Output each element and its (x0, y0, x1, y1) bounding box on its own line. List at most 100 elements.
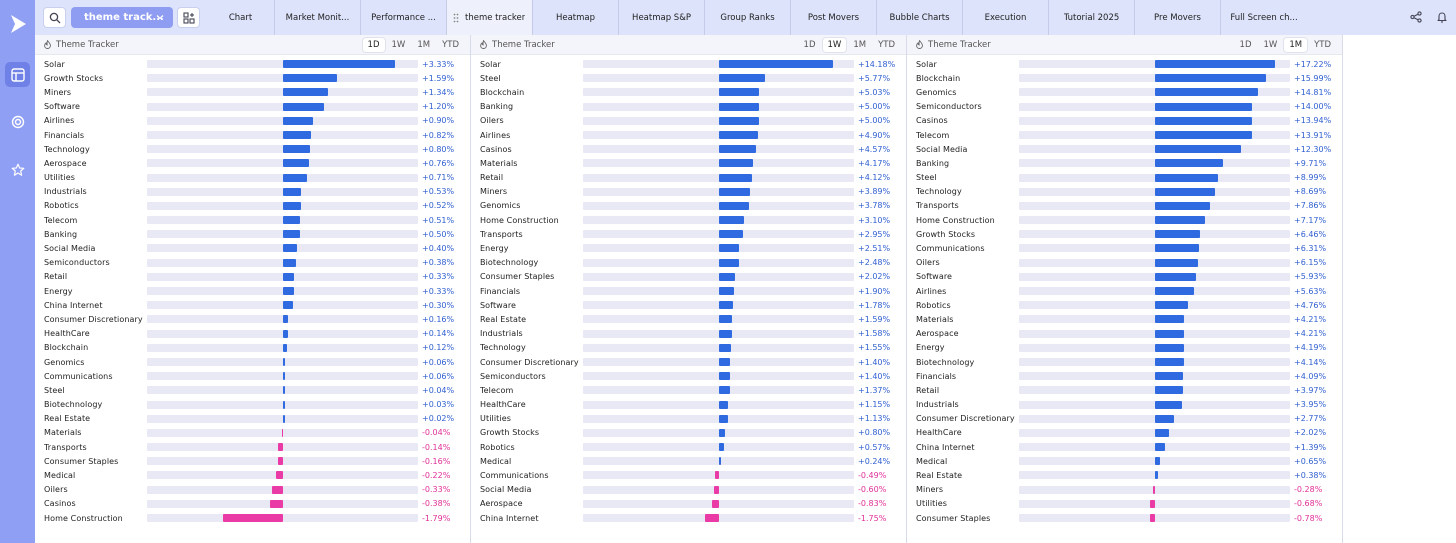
theme-row[interactable]: Social Media +12.30% (907, 142, 1342, 156)
period-1w-button[interactable]: 1W (822, 38, 847, 52)
theme-row[interactable]: Consumer Discretionary +1.40% (471, 355, 906, 369)
tab-post-movers[interactable]: Post Movers (791, 0, 877, 35)
search-button[interactable] (43, 7, 66, 28)
tab-execution[interactable]: Execution (963, 0, 1049, 35)
theme-row[interactable]: Telecom +1.37% (471, 383, 906, 397)
period-1m-button[interactable]: 1M (1284, 38, 1308, 52)
tab-tutorial-2025[interactable]: Tutorial 2025 (1049, 0, 1135, 35)
theme-row[interactable]: Communications +6.31% (907, 241, 1342, 255)
theme-row[interactable]: Miners -0.28% (907, 483, 1342, 497)
theme-row[interactable]: Genomics +3.78% (471, 199, 906, 213)
notifications-button[interactable] (1434, 9, 1450, 25)
theme-row[interactable]: Genomics +14.81% (907, 85, 1342, 99)
theme-row[interactable]: Software +1.20% (35, 100, 470, 114)
theme-row[interactable]: Biotechnology +2.48% (471, 256, 906, 270)
theme-row[interactable]: HealthCare +2.02% (907, 426, 1342, 440)
theme-row[interactable]: Materials +4.17% (471, 156, 906, 170)
tab-theme-tracker[interactable]: theme tracker (447, 0, 533, 35)
add-widget-button[interactable] (177, 7, 200, 28)
theme-row[interactable]: Airlines +0.90% (35, 114, 470, 128)
theme-row[interactable]: Home Construction +3.10% (471, 213, 906, 227)
theme-row[interactable]: Casinos +13.94% (907, 114, 1342, 128)
theme-row[interactable]: Robotics +4.76% (907, 298, 1342, 312)
period-1w-button[interactable]: 1W (1263, 40, 1278, 50)
theme-row[interactable]: Software +5.93% (907, 270, 1342, 284)
theme-row[interactable]: Energy +2.51% (471, 241, 906, 255)
theme-row[interactable]: Retail +4.12% (471, 171, 906, 185)
tab-performance[interactable]: Performance ... (361, 0, 447, 35)
tab-chart[interactable]: Chart (207, 0, 275, 35)
theme-row[interactable]: Medical +0.24% (471, 454, 906, 468)
theme-row[interactable]: Oilers +5.00% (471, 114, 906, 128)
theme-row[interactable]: Miners +1.34% (35, 85, 470, 99)
period-ytd-button[interactable]: YTD (442, 40, 459, 50)
theme-row[interactable]: Telecom +13.91% (907, 128, 1342, 142)
period-1d-button[interactable]: 1D (803, 40, 816, 50)
theme-row[interactable]: Technology +1.55% (471, 341, 906, 355)
theme-row[interactable]: Casinos +4.57% (471, 142, 906, 156)
theme-row[interactable]: Consumer Staples +2.02% (471, 270, 906, 284)
theme-row[interactable]: Aerospace +0.76% (35, 156, 470, 170)
theme-row[interactable]: Aerospace +4.21% (907, 327, 1342, 341)
theme-row[interactable]: Semiconductors +14.00% (907, 100, 1342, 114)
tab-full-screen-chart[interactable]: Full Screen ch... (1230, 12, 1298, 23)
period-1w-button[interactable]: 1W (391, 40, 406, 50)
sidebar-layout-button[interactable] (5, 62, 30, 87)
theme-row[interactable]: Financials +1.90% (471, 284, 906, 298)
tab-group-ranks[interactable]: Group Ranks (705, 0, 791, 35)
theme-row[interactable]: Banking +0.50% (35, 227, 470, 241)
sidebar-star-button[interactable] (5, 157, 30, 182)
theme-row[interactable]: Utilities +1.13% (471, 412, 906, 426)
theme-row[interactable]: Real Estate +0.38% (907, 468, 1342, 482)
theme-row[interactable]: Steel +0.04% (35, 383, 470, 397)
theme-row[interactable]: Blockchain +15.99% (907, 71, 1342, 85)
theme-row[interactable]: Growth Stocks +6.46% (907, 227, 1342, 241)
theme-row[interactable]: Oilers -0.33% (35, 483, 470, 497)
theme-row[interactable]: Home Construction -1.79% (35, 511, 470, 525)
theme-row[interactable]: HealthCare +0.14% (35, 327, 470, 341)
theme-row[interactable]: Software +1.78% (471, 298, 906, 312)
theme-row[interactable]: Genomics +0.06% (35, 355, 470, 369)
theme-row[interactable]: Airlines +5.63% (907, 284, 1342, 298)
theme-row[interactable]: Banking +9.71% (907, 156, 1342, 170)
theme-row[interactable]: Technology +0.80% (35, 142, 470, 156)
theme-row[interactable]: Solar +17.22% (907, 57, 1342, 71)
theme-row[interactable]: Social Media +0.40% (35, 241, 470, 255)
tab-pre-movers[interactable]: Pre Movers (1135, 0, 1221, 35)
theme-row[interactable]: Energy +0.33% (35, 284, 470, 298)
theme-row[interactable]: Industrials +3.95% (907, 398, 1342, 412)
theme-row[interactable]: Materials +4.21% (907, 312, 1342, 326)
theme-row[interactable]: Biotechnology +0.03% (35, 398, 470, 412)
layout-selector[interactable]: theme track... (71, 7, 173, 28)
theme-row[interactable]: Industrials +0.53% (35, 185, 470, 199)
theme-row[interactable]: Telecom +0.51% (35, 213, 470, 227)
tab-heatmap[interactable]: Heatmap (533, 0, 619, 35)
theme-row[interactable]: China Internet -1.75% (471, 511, 906, 525)
theme-row[interactable]: Medical -0.22% (35, 468, 470, 482)
theme-row[interactable]: Solar +14.18% (471, 57, 906, 71)
theme-row[interactable]: Consumer Discretionary +2.77% (907, 412, 1342, 426)
theme-row[interactable]: Robotics +0.57% (471, 440, 906, 454)
theme-row[interactable]: Transports +7.86% (907, 199, 1342, 213)
tab-bubble-charts[interactable]: Bubble Charts (877, 0, 963, 35)
share-button[interactable] (1408, 9, 1424, 25)
theme-row[interactable]: Materials -0.04% (35, 426, 470, 440)
theme-row[interactable]: Casinos -0.38% (35, 497, 470, 511)
theme-row[interactable]: Medical +0.65% (907, 454, 1342, 468)
theme-row[interactable]: Consumer Staples -0.78% (907, 511, 1342, 525)
theme-row[interactable]: Technology +8.69% (907, 185, 1342, 199)
theme-row[interactable]: Oilers +6.15% (907, 256, 1342, 270)
period-1m-button[interactable]: 1M (417, 40, 431, 50)
theme-row[interactable]: Biotechnology +4.14% (907, 355, 1342, 369)
period-1m-button[interactable]: 1M (853, 40, 867, 50)
theme-row[interactable]: Blockchain +5.03% (471, 85, 906, 99)
theme-row[interactable]: Transports -0.14% (35, 440, 470, 454)
sidebar-target-button[interactable] (5, 109, 30, 134)
theme-row[interactable]: Social Media -0.60% (471, 483, 906, 497)
theme-row[interactable]: HealthCare +1.15% (471, 398, 906, 412)
theme-row[interactable]: Financials +4.09% (907, 369, 1342, 383)
drag-handle-icon[interactable] (453, 13, 459, 23)
theme-row[interactable]: Retail +3.97% (907, 383, 1342, 397)
theme-row[interactable]: Communications -0.49% (471, 468, 906, 482)
theme-row[interactable]: Utilities -0.68% (907, 497, 1342, 511)
